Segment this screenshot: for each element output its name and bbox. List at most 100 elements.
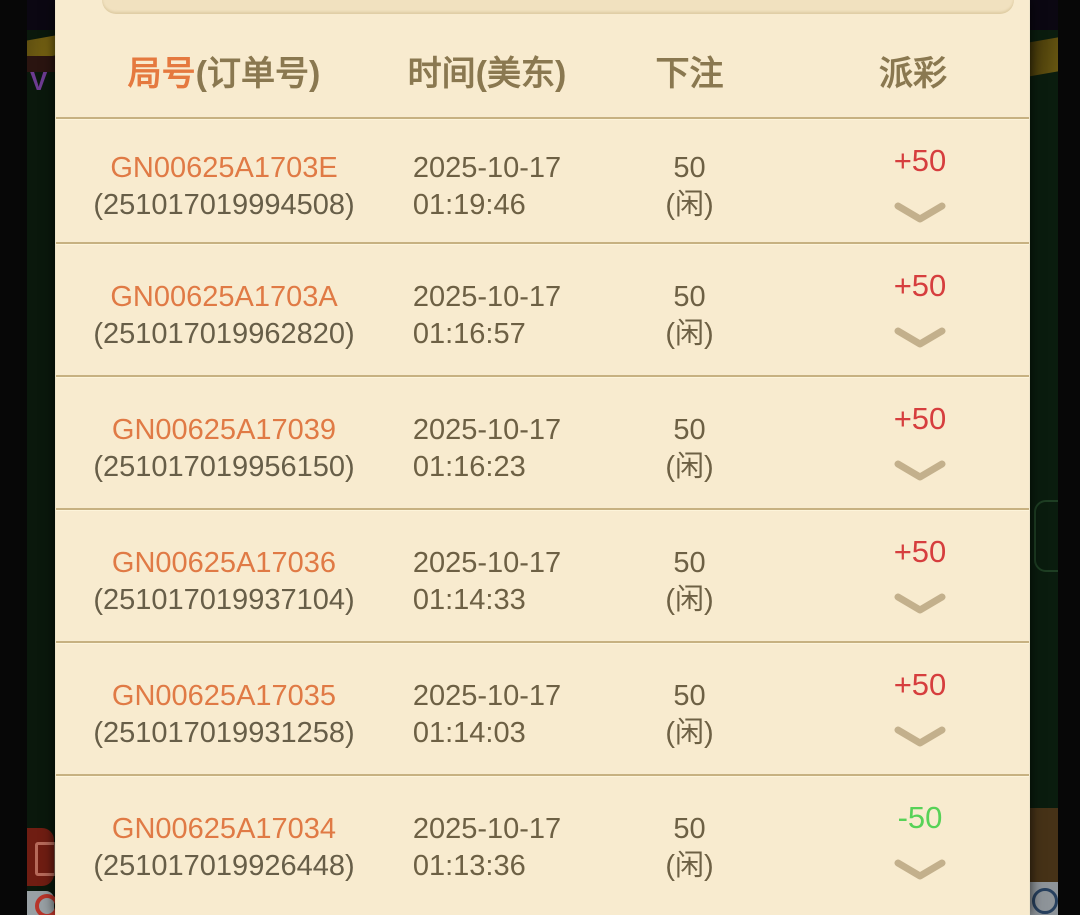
row-divider [56, 375, 1029, 378]
bet-amount: 50 [673, 281, 706, 313]
game-id: GN00625A17039 [111, 414, 337, 446]
bet-record-block: GN00625A17034 (251017019926448) 2025-10-… [56, 774, 1029, 907]
header-game-id-label: 局号 [127, 55, 196, 93]
bet-side: (闲) [665, 717, 714, 749]
datetime-block: 2025-10-17 01:16:23 [413, 412, 561, 486]
bet-cell: 50 (闲) [582, 378, 797, 508]
bet-amount: 50 [673, 152, 706, 184]
payout-cell: +50 [797, 378, 1029, 508]
order-number: (251017019937104) [93, 584, 355, 616]
game-id: GN00625A1703A [110, 281, 338, 313]
red-button-glyph [35, 842, 55, 876]
bet-record-block: GN00625A1703E (251017019994508) 2025-10-… [56, 117, 1029, 242]
game-id-cell: GN00625A17035 (251017019931258) [56, 644, 392, 774]
header-bet-column: 下注 [655, 55, 724, 93]
bet-record-block: GN00625A1703A (251017019962820) 2025-10-… [56, 242, 1029, 375]
game-id-cell: GN00625A17034 (251017019926448) [56, 777, 392, 907]
bet-time: 01:14:33 [412, 584, 526, 616]
payout-cell: +50 [797, 511, 1029, 641]
expand-row-button[interactable] [893, 202, 947, 227]
time-cell: 2025-10-17 01:13:36 [392, 777, 582, 907]
bet-date: 2025-10-17 [412, 414, 562, 446]
chevron-down-icon [894, 327, 946, 348]
game-id: GN00625A17034 [111, 813, 337, 845]
bet-side: (闲) [665, 850, 714, 882]
payout-value: +50 [893, 401, 947, 436]
payout-value: +50 [893, 143, 947, 178]
partial-gray-chip-icon [27, 891, 55, 915]
bet-cell: 50 (闲) [582, 644, 797, 774]
bet-record-row[interactable]: GN00625A1703A (251017019962820) 2025-10-… [56, 245, 1029, 375]
bet-record-row[interactable]: GN00625A17036 (251017019937104) 2025-10-… [56, 511, 1029, 641]
chevron-down-icon [894, 460, 946, 481]
gray-chip-circle [35, 894, 55, 915]
backdrop-brown-table-edge [1028, 808, 1058, 882]
bet-cell: 50 (闲) [582, 120, 797, 242]
bet-side: (闲) [665, 189, 714, 221]
order-number: (251017019962820) [93, 318, 355, 350]
bet-record-row[interactable]: GN00625A17039 (251017019956150) 2025-10-… [56, 378, 1029, 508]
bet-record-block: GN00625A17036 (251017019937104) 2025-10-… [56, 508, 1029, 641]
bet-record-block: GN00625A17035 (251017019931258) 2025-10-… [56, 641, 1029, 774]
payout-cell: +50 [797, 644, 1029, 774]
game-id-cell: GN00625A1703E (251017019994508) [56, 120, 392, 242]
bet-amount: 50 [673, 414, 706, 446]
order-number: (251017019931258) [93, 717, 355, 749]
payout-value: -50 [897, 800, 943, 835]
datetime-block: 2025-10-17 01:19:46 [413, 150, 561, 224]
bet-history-panel: 局号(订单号) 时间(美东) 下注 派彩 GN00625A1703E (2510… [55, 0, 1030, 915]
payout-cell: +50 [797, 120, 1029, 242]
bet-cell: 50 (闲) [582, 245, 797, 375]
payout-value: +50 [893, 667, 947, 702]
payout-value: +50 [893, 268, 947, 303]
row-divider [56, 117, 1029, 120]
bet-record-row[interactable]: GN00625A17035 (251017019931258) 2025-10-… [56, 644, 1029, 774]
bet-date: 2025-10-17 [412, 547, 562, 579]
expand-row-button[interactable] [893, 859, 947, 884]
expand-row-button[interactable] [893, 726, 947, 751]
backdrop-top-shadow-right [1028, 0, 1058, 30]
backdrop-gray-bar [1028, 882, 1058, 915]
order-number: (251017019956150) [93, 451, 355, 483]
bet-history-rows: GN00625A1703E (251017019994508) 2025-10-… [56, 117, 1029, 907]
backdrop-maroon-band [27, 56, 55, 72]
header-payout-column: 派彩 [879, 55, 947, 93]
bet-date: 2025-10-17 [412, 152, 562, 184]
bet-side: (闲) [665, 584, 714, 616]
partial-red-button-icon [27, 828, 55, 886]
game-id: GN00625A17035 [111, 680, 337, 712]
row-divider [56, 242, 1029, 245]
game-id: GN00625A1703E [110, 152, 338, 184]
top-inset-bar [102, 0, 1014, 14]
row-divider [56, 508, 1029, 511]
bet-date: 2025-10-17 [412, 813, 562, 845]
bet-cell: 50 (闲) [582, 511, 797, 641]
backdrop-top-shadow [27, 0, 55, 30]
bet-amount: 50 [673, 680, 706, 712]
bet-amount: 50 [673, 813, 706, 845]
payout-value: +50 [893, 534, 947, 569]
bet-cell: 50 (闲) [582, 777, 797, 907]
expand-row-button[interactable] [893, 327, 947, 352]
bet-record-row[interactable]: GN00625A17034 (251017019926448) 2025-10-… [56, 777, 1029, 907]
bet-time: 01:14:03 [412, 717, 526, 749]
game-id-cell: GN00625A17036 (251017019937104) [56, 511, 392, 641]
backdrop-circle-icon [1032, 888, 1058, 914]
bet-time: 01:16:23 [412, 451, 526, 483]
bet-side: (闲) [665, 318, 714, 350]
datetime-block: 2025-10-17 01:16:57 [413, 279, 561, 353]
bet-record-row[interactable]: GN00625A1703E (251017019994508) 2025-10-… [56, 120, 1029, 242]
game-id-cell: GN00625A1703A (251017019962820) [56, 245, 392, 375]
dimmed-game-background-left: V [27, 0, 55, 915]
payout-cell: +50 [797, 245, 1029, 375]
datetime-block: 2025-10-17 01:13:36 [413, 811, 561, 885]
expand-row-button[interactable] [893, 460, 947, 485]
header-order-no-label: (订单号) [195, 55, 321, 93]
bet-record-block: GN00625A17039 (251017019956150) 2025-10-… [56, 375, 1029, 508]
bet-side: (闲) [665, 451, 714, 483]
bet-amount: 50 [673, 547, 706, 579]
expand-row-button[interactable] [893, 593, 947, 618]
bet-time: 01:13:36 [412, 850, 526, 882]
time-cell: 2025-10-17 01:16:23 [392, 378, 582, 508]
